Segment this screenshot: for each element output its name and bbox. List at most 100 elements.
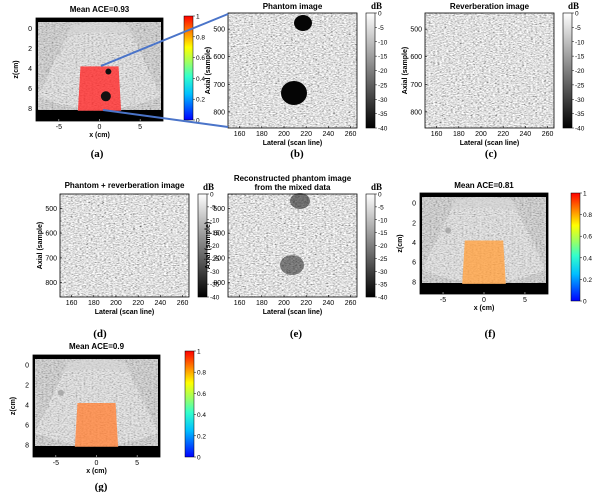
x-tick-label: -5	[53, 460, 59, 467]
colorbar-tick-label: -35	[575, 111, 585, 118]
y-tick-label: 500	[410, 27, 422, 34]
colorbar-tick-label: -40	[210, 295, 220, 302]
y-axis-label: Axial (sample)	[205, 222, 212, 269]
speckle-image	[228, 13, 357, 128]
y-axis-label: z(cm)	[397, 234, 404, 252]
zoom-line-top	[100, 13, 229, 67]
colorbar-tick-label: -25	[378, 256, 388, 263]
panel-caption: (d)	[93, 328, 107, 340]
colorbar-tick-label: 0	[583, 299, 587, 306]
colorbar-tick-label: 0.2	[197, 433, 206, 440]
near-field-band	[62, 359, 131, 373]
x-tick-label: 200	[475, 131, 487, 138]
colorbar-tick-label: 0.4	[196, 76, 205, 83]
colorbar-tick-label: -15	[378, 230, 388, 237]
x-tick-label: 5	[523, 297, 527, 304]
panel-d: Phantom + reverberation image 160 180 200 22…	[37, 181, 220, 340]
x-tick-label: -5	[440, 297, 446, 304]
colorbar-tick-label: 0.6	[196, 55, 205, 62]
y-tick-label: 600	[213, 231, 225, 238]
colorbar-tick-label: -10	[210, 217, 220, 224]
colorbar-tick-label: -40	[575, 126, 585, 133]
panel-a: Mean ACE=0.93 -5 0 5 0 2 4 6 8 x (cm) z(cm) 1 0.8 0.6…	[13, 5, 205, 160]
sector-speckle	[38, 22, 161, 110]
colorbar-tick-label: 0.8	[583, 212, 592, 219]
colorbar-tick-label: -5	[210, 204, 216, 211]
colorbar-tick-label: -5	[575, 25, 581, 32]
panel-title: Reconstructed phantom image	[234, 174, 352, 183]
y-axis-label: Axial (sample)	[37, 222, 44, 269]
panel-caption: (g)	[95, 481, 108, 492]
colorbar-tick-label: 0.8	[197, 370, 206, 377]
y-tick-label: 6	[412, 260, 416, 267]
panel-c: Reverberation image 160 180 200 220 240 260 500…	[402, 1, 585, 160]
colorbar	[365, 12, 376, 129]
x-tick-label: 260	[345, 131, 357, 138]
x-tick-label: 260	[177, 300, 189, 307]
zoom-line-bottom	[102, 109, 229, 128]
x-tick-label: 180	[256, 300, 268, 307]
y-tick-label: 2	[28, 46, 32, 53]
panel-title: Reverberation image	[450, 2, 530, 11]
colorbar-tick-label: -35	[210, 282, 220, 289]
y-tick-label: 700	[410, 82, 422, 89]
y-tick-label: 4	[28, 66, 32, 73]
speckle-image	[228, 194, 357, 297]
x-axis-label: Lateral (scan line)	[263, 140, 323, 147]
colorbar-unit: dB	[371, 1, 382, 11]
x-tick-label: -5	[56, 124, 62, 131]
colorbar-tick-label: -20	[210, 243, 220, 250]
x-tick-label: 5	[138, 124, 142, 131]
roi-lesion-upper	[105, 68, 112, 75]
colorbar	[184, 350, 195, 458]
y-axis-label: Axial (sample)	[402, 47, 409, 94]
y-tick-label: 4	[412, 240, 416, 247]
colorbar-tick-label: 0.6	[583, 234, 592, 241]
panel-caption: (c)	[485, 148, 498, 160]
x-axis-label: Lateral (scan line)	[95, 309, 155, 316]
colorbar-tick-label: 0	[196, 118, 200, 125]
colorbar-tick-label: 1	[583, 191, 587, 198]
x-tick-label: 160	[234, 131, 246, 138]
y-tick-label: 4	[25, 402, 29, 409]
roi-texture	[74, 402, 119, 447]
lesion-lower	[280, 255, 304, 275]
colorbar-tick-label: 0.4	[583, 255, 592, 262]
speckle-image	[425, 13, 554, 128]
panel-caption: (b)	[290, 148, 304, 160]
x-axis-label: Lateral (scan line)	[460, 140, 520, 147]
x-axis-label: Lateral (scan line)	[263, 309, 323, 316]
axes-frame	[424, 12, 555, 129]
axes-frame	[227, 12, 358, 129]
y-tick-label: 0	[28, 26, 32, 33]
colorbar-tick-label: 1	[196, 14, 200, 21]
panel-title: from the mixed data	[254, 183, 331, 192]
x-tick-label: 220	[497, 131, 509, 138]
colorbar-tick-label: -40	[378, 126, 388, 133]
x-tick-label: 160	[431, 131, 443, 138]
colorbar-tick-label: -15	[575, 54, 585, 61]
colorbar-tick-label: -5	[378, 25, 384, 32]
x-tick-label: 220	[300, 300, 312, 307]
lesion-upper	[294, 15, 312, 31]
panel-b: Phantom image 160 180 200 220 240 260 500 600 700…	[205, 1, 388, 160]
bright-target	[56, 49, 62, 55]
x-tick-label: 200	[278, 300, 290, 307]
y-tick-label: 800	[410, 109, 422, 116]
bright-target	[57, 389, 64, 396]
y-tick-label: 500	[45, 206, 57, 213]
near-field-band	[65, 22, 134, 36]
colorbar-tick-label: 0.6	[197, 391, 206, 398]
panel-caption: (f)	[485, 328, 496, 340]
y-axis-label: Axial (sample)	[205, 47, 212, 94]
x-tick-label: 0	[98, 124, 102, 131]
y-axis-label: z(cm)	[13, 60, 20, 78]
colorbar	[570, 192, 581, 302]
x-axis-label: x (cm)	[89, 132, 110, 139]
bright-target	[445, 227, 452, 234]
panel-f: Mean ACE=0.81 -5 0 5 0 2 4 6 8 x (cm) z(cm) 1 0.8 0.6…	[397, 181, 592, 340]
colorbar-tick-label: -25	[210, 256, 220, 263]
